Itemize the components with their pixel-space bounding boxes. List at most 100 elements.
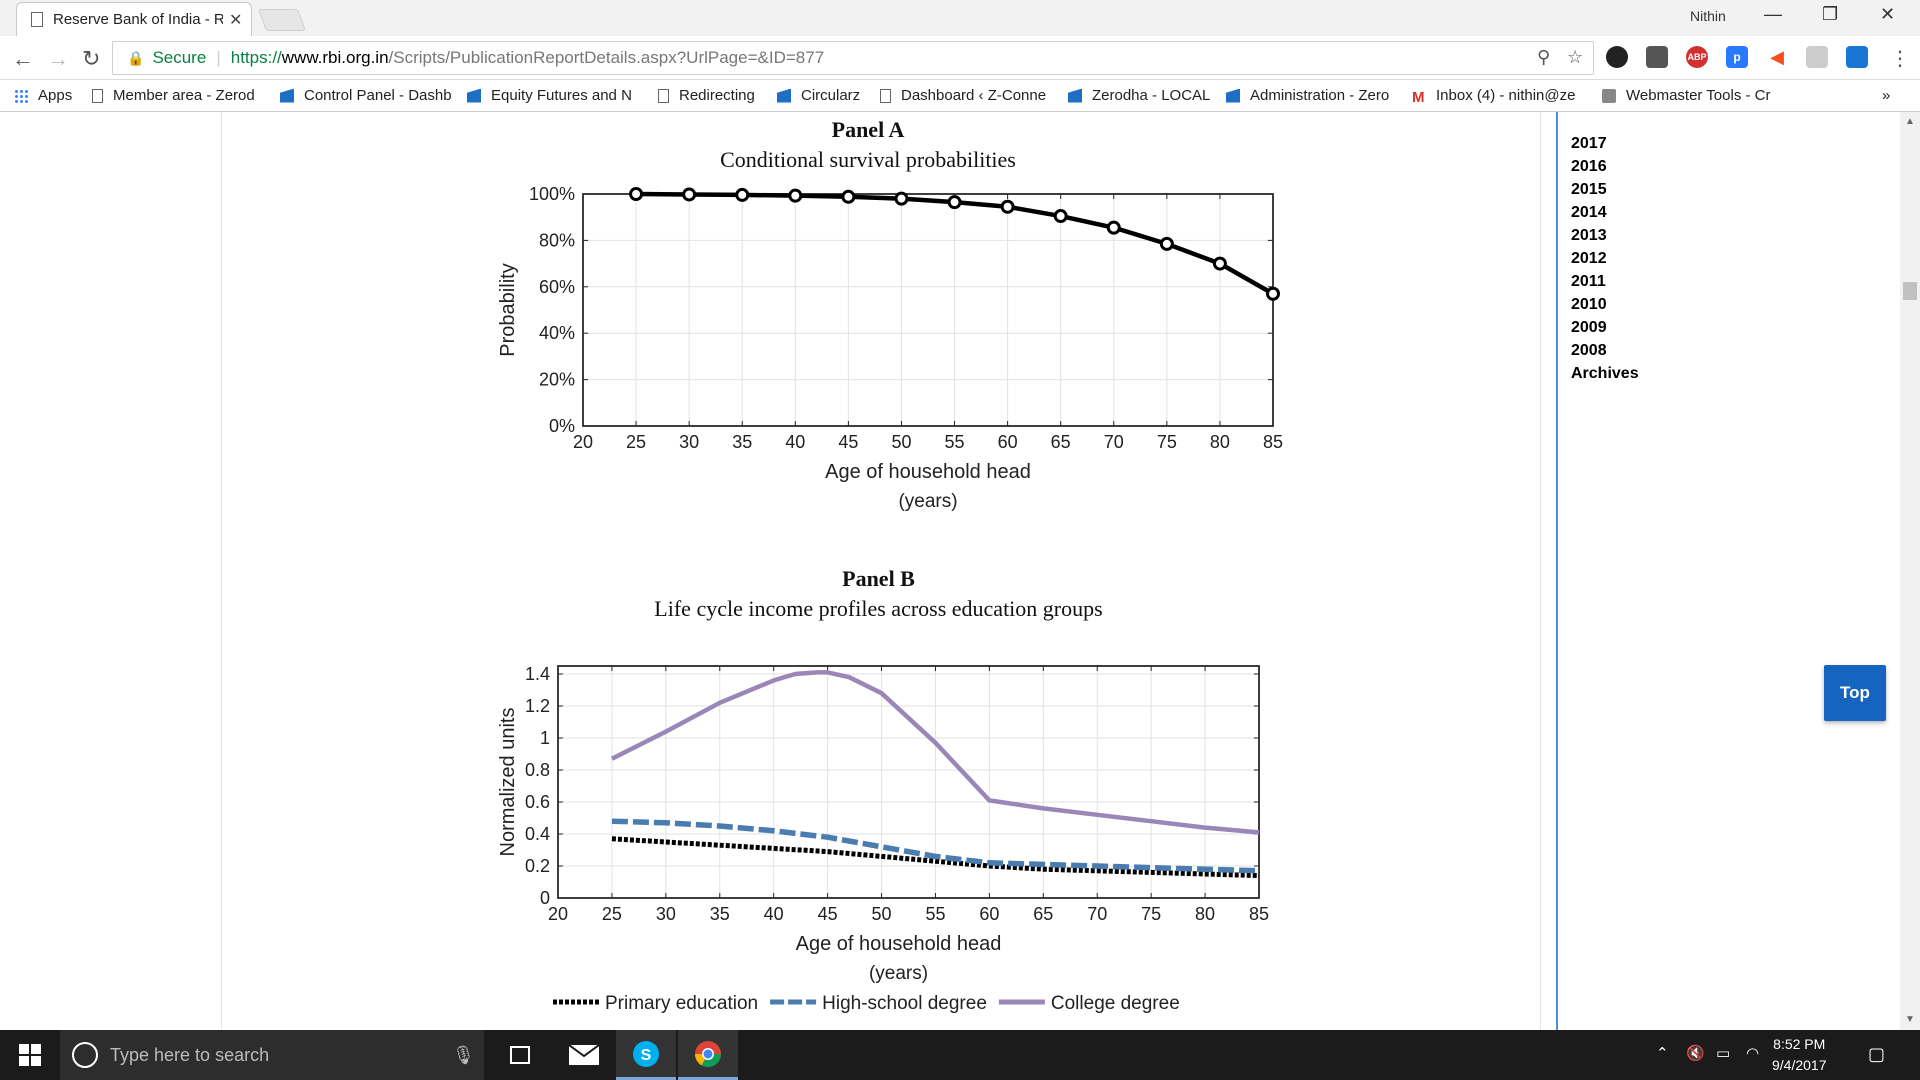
y-tick-label: 80%	[539, 230, 575, 250]
scrollbar-thumb[interactable]	[1903, 282, 1917, 300]
tray-chevron-icon[interactable]: ⌃	[1656, 1045, 1669, 1062]
x-axis-label: Age of household head	[825, 461, 1031, 483]
extension-blue-icon[interactable]	[1846, 46, 1868, 68]
bookmark-item[interactable]: Equity Futures and N	[467, 87, 632, 104]
x-tick-label: 75	[1157, 432, 1177, 452]
y-tick-label: 0.6	[525, 792, 550, 812]
bookmark-item[interactable]: Redirecting	[658, 87, 755, 104]
bookmarks-overflow-icon[interactable]: »	[1882, 87, 1891, 104]
url-path: /Scripts/PublicationReportDetails.aspx?U…	[388, 48, 825, 67]
extension-shield-icon[interactable]	[1646, 46, 1668, 68]
new-tab-button[interactable]	[257, 9, 307, 31]
zoom-icon[interactable]: ⚲	[1537, 47, 1551, 67]
legend-label: College degree	[1051, 993, 1180, 1014]
year-link[interactable]: 2015	[1571, 181, 1607, 198]
y-axis-label: Probability	[497, 263, 519, 356]
data-point	[1266, 286, 1280, 301]
x-tick-label: 55	[945, 432, 965, 452]
year-link[interactable]: Archives	[1571, 365, 1639, 382]
chart-panel-a: Panel A Conditional survival probabilitie…	[497, 117, 1283, 512]
bookmark-item[interactable]: Dashboard ‹ Z-Conne	[880, 87, 1046, 104]
skype-icon[interactable]: S	[616, 1030, 676, 1080]
reload-icon[interactable]: ↻	[82, 46, 101, 71]
content-left-border	[221, 112, 222, 1030]
extension-arrow-icon[interactable]: ◀	[1766, 46, 1788, 68]
bookmark-item[interactable]: M Inbox (4) - nithin@ze	[1412, 87, 1575, 106]
year-link[interactable]: 2016	[1571, 158, 1607, 175]
close-tab-icon[interactable]: ✕	[229, 11, 243, 29]
user-profile-name[interactable]: Nithin	[1690, 8, 1726, 24]
close-window-icon[interactable]: ✕	[1880, 4, 1896, 24]
plot-area	[582, 193, 1274, 427]
scroll-down-icon[interactable]: ▼	[1905, 1014, 1915, 1025]
data-point	[788, 188, 803, 203]
x-tick-label: 85	[1249, 904, 1269, 924]
x-tick-label: 80	[1210, 432, 1230, 452]
bookmark-item[interactable]: Control Panel - Dashb	[280, 87, 452, 104]
cortana-icon	[72, 1042, 98, 1068]
y-axis-label: Normalized units	[497, 708, 519, 857]
bookmark-label: Circularz	[801, 87, 861, 104]
windows-start-button[interactable]	[0, 1030, 60, 1080]
address-bar[interactable]: 🔒 Secure | https://www.rbi.org.in/Script…	[112, 41, 1594, 75]
series-line	[610, 670, 1260, 835]
bookmark-item[interactable]: Apps	[14, 87, 72, 104]
extension-grid-icon[interactable]	[1806, 46, 1828, 68]
year-link[interactable]: 2010	[1571, 296, 1607, 313]
mail-icon[interactable]	[554, 1030, 614, 1080]
y-tick-label: 0.2	[525, 856, 550, 876]
year-archive-list: 2017 2016 2015 2014 2013 2012 2011 2010 2009 2008…	[1571, 132, 1639, 385]
x-tick-label: 20	[573, 432, 593, 452]
taskbar-search-box[interactable]: Type here to search 🎙	[60, 1030, 484, 1080]
bookmark-item[interactable]: Administration - Zero	[1226, 87, 1389, 104]
bookmark-label: Redirecting	[679, 87, 755, 104]
bookmark-blue-icon	[1226, 88, 1240, 103]
plot-area	[557, 665, 1260, 899]
forward-arrow-icon[interactable]: →	[47, 46, 69, 71]
page-icon	[31, 12, 43, 27]
data-point	[1159, 236, 1174, 251]
extension-p-icon[interactable]: p	[1726, 46, 1748, 68]
battery-icon[interactable]: ▭	[1716, 1045, 1731, 1062]
x-tick-label: 35	[710, 904, 730, 924]
year-link[interactable]: 2011	[1571, 273, 1606, 290]
volume-muted-icon[interactable]: 🔇	[1686, 1045, 1705, 1062]
y-tick-label: 100%	[529, 184, 575, 204]
restore-icon[interactable]: ❐	[1822, 4, 1839, 24]
year-link[interactable]: 2014	[1571, 204, 1607, 221]
wifi-icon[interactable]: ◠	[1746, 1045, 1760, 1062]
y-tick-label: 60%	[539, 277, 575, 297]
data-point	[841, 189, 856, 204]
x-tick-label: 45	[838, 432, 858, 452]
bookmark-item[interactable]: Zerodha - LOCAL	[1068, 87, 1210, 104]
panel-label: Panel B	[842, 566, 915, 591]
year-link[interactable]: 2009	[1571, 319, 1607, 336]
scroll-up-icon[interactable]: ▲	[1905, 116, 1915, 127]
chrome-icon[interactable]	[678, 1030, 738, 1080]
bookmark-item[interactable]: Circularz	[777, 87, 860, 104]
year-link[interactable]: 2017	[1571, 135, 1607, 152]
microphone-icon[interactable]: 🎙	[452, 1044, 475, 1065]
x-tick-label: 30	[656, 904, 676, 924]
clock-time: 8:52 PM	[1773, 1036, 1826, 1052]
task-view-icon[interactable]	[490, 1030, 550, 1080]
scrollbar[interactable]: ▲ ▼	[1900, 112, 1920, 1030]
bookmark-item[interactable]: Webmaster Tools - Cr	[1602, 87, 1771, 104]
bookmark-item[interactable]: Member area - Zerod	[92, 87, 255, 104]
taskbar-clock[interactable]: 8:52 PM 9/4/2017	[1772, 1034, 1827, 1076]
adblock-plus-icon[interactable]: ABP	[1686, 46, 1708, 68]
action-center-icon[interactable]: ▢	[1868, 1044, 1886, 1064]
x-axis-unit: (years)	[898, 491, 957, 512]
back-arrow-icon[interactable]: ←	[12, 46, 34, 71]
series-line	[611, 836, 1260, 879]
scroll-top-button[interactable]: Top	[1824, 665, 1886, 721]
menu-kebab-icon[interactable]: ⋮	[1890, 48, 1910, 70]
browser-tab[interactable]: Reserve Bank of India - R ✕	[16, 2, 252, 36]
star-bookmark-icon[interactable]: ☆	[1567, 47, 1584, 67]
x-tick-label: 75	[1141, 904, 1161, 924]
year-link[interactable]: 2008	[1571, 342, 1607, 359]
extension-circle-icon[interactable]	[1606, 46, 1628, 68]
minimize-icon[interactable]: —	[1764, 4, 1782, 24]
year-link[interactable]: 2012	[1571, 250, 1607, 267]
year-link[interactable]: 2013	[1571, 227, 1607, 244]
